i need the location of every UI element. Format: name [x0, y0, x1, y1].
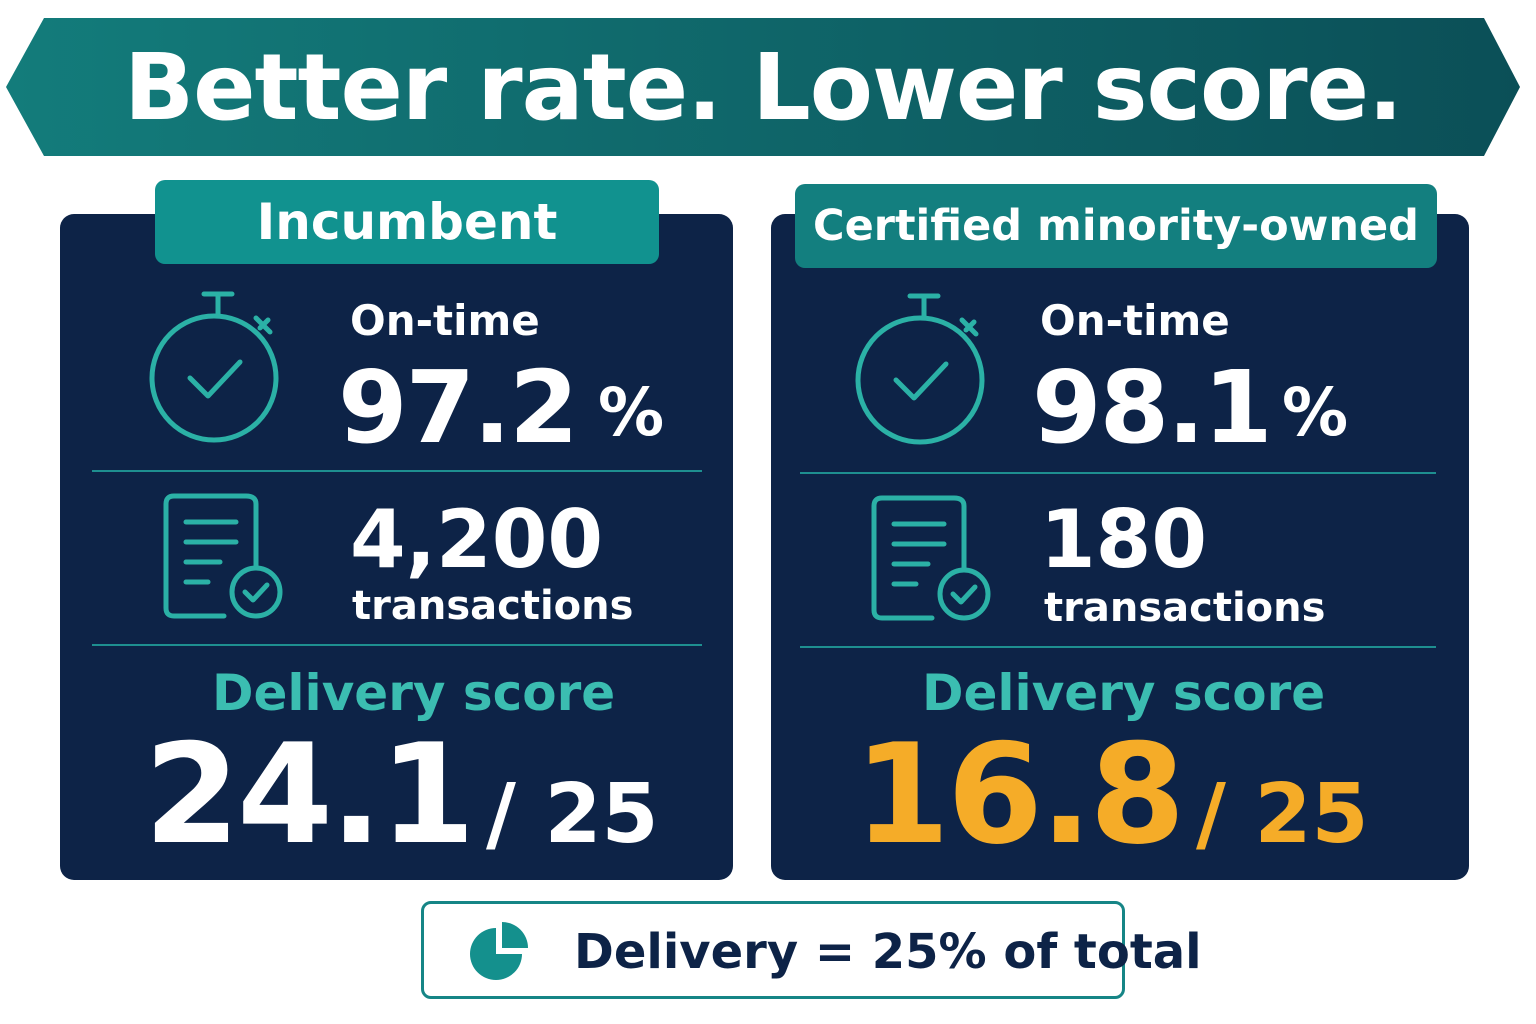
minority-owned-divider-2	[800, 646, 1436, 648]
minority-owned-transactions-value: 180	[1040, 493, 1207, 586]
incumbent-transactions-value: 4,200	[350, 493, 604, 586]
banner-shape	[6, 18, 1520, 156]
incumbent-score-value: 24.1	[144, 714, 475, 875]
footer-note-box: Delivery = 25% of total	[421, 901, 1202, 999]
incumbent-score-max: / 25	[486, 767, 659, 862]
incumbent-divider-2	[92, 644, 702, 646]
minority-owned-score-value: 16.8	[854, 714, 1185, 875]
title-banner: Better rate. Lower score.	[6, 18, 1520, 156]
incumbent-card	[60, 214, 733, 880]
minority-owned-score-label: Delivery score	[922, 664, 1326, 722]
minority-owned-divider-1	[800, 472, 1436, 474]
document-check-icon	[871, 495, 991, 621]
document-check-icon	[163, 493, 283, 619]
minority-owned-transactions-label: transactions	[1044, 585, 1326, 631]
minority-owned-tab: Certified minority-owned	[795, 184, 1437, 268]
incumbent-divider-1	[92, 470, 702, 472]
stopwatch-check-icon	[149, 291, 279, 443]
pie-chart-icon	[470, 922, 528, 980]
minority-owned-ontime-label: On-time	[1040, 296, 1230, 345]
incumbent-ontime-label: On-time	[350, 296, 540, 345]
incumbent-transactions-label: transactions	[352, 583, 634, 629]
minority-owned-score-max: / 25	[1196, 767, 1369, 862]
minority-owned-ontime-value: 98.1	[1032, 349, 1273, 466]
minority-owned-ontime-unit: %	[1282, 374, 1349, 451]
incumbent-score-label: Delivery score	[212, 664, 616, 722]
footer-note-text: Delivery = 25% of total	[574, 924, 1202, 980]
page-title: Better rate. Lower score.	[124, 33, 1403, 141]
stopwatch-check-icon	[855, 293, 985, 445]
incumbent-ontime-unit: %	[598, 374, 665, 451]
incumbent-ontime-value: 97.2	[338, 349, 579, 466]
incumbent-tab: Incumbent	[155, 180, 659, 264]
